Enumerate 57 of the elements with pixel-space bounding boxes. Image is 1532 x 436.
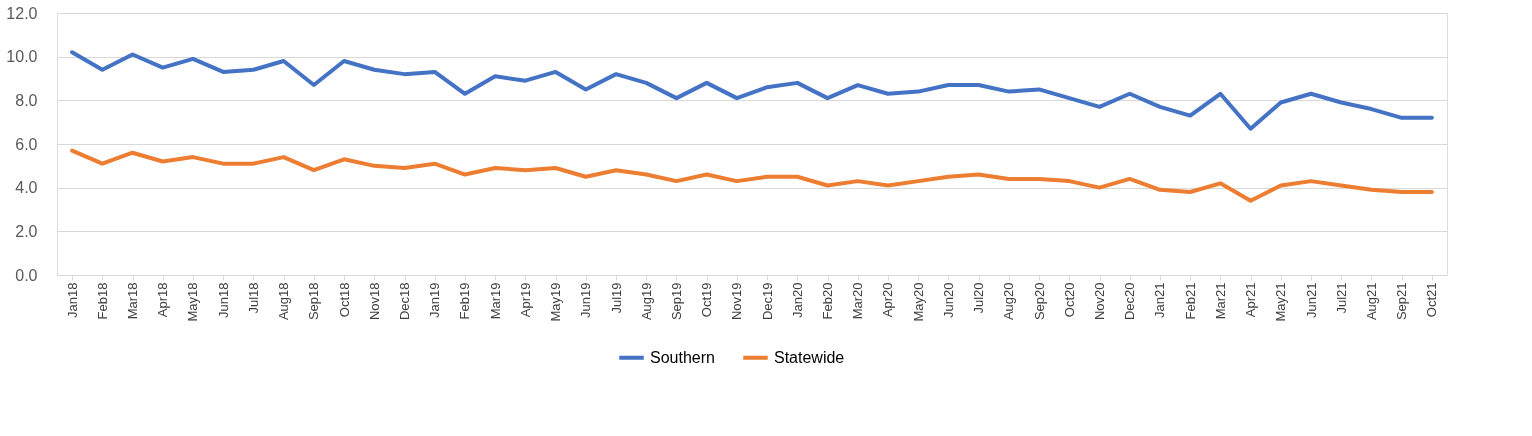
- x-tick-label: Jun18: [215, 282, 231, 318]
- x-tick-label: Apr20: [880, 282, 896, 318]
- y-tick-label: 12.0: [6, 4, 38, 22]
- x-tick-label: Mar20: [850, 282, 866, 320]
- x-tick-label: Sep20: [1031, 282, 1047, 321]
- x-tick-label: Dec20: [1122, 282, 1138, 321]
- x-tick-label: Feb20: [820, 282, 836, 320]
- x-tick-label: Nov19: [729, 282, 745, 321]
- x-tick-label: Dec18: [397, 282, 412, 321]
- x-tick-label: Jan18: [64, 282, 80, 318]
- x-tick-label: Jun20: [940, 282, 956, 318]
- x-tick-label: Feb19: [457, 282, 473, 320]
- x-tick-label: Nov18: [366, 282, 382, 321]
- x-tick-label: Jul18: [245, 282, 261, 314]
- x-tick-label: Mar18: [125, 282, 141, 320]
- x-tick-label: Oct19: [699, 282, 715, 318]
- x-tick-label: Dec19: [759, 282, 775, 321]
- x-tick-label: Jul21: [1333, 282, 1349, 314]
- x-tick-label: Aug19: [638, 282, 654, 321]
- x-tick-label: Apr19: [517, 282, 533, 318]
- line-series: [70, 50, 1434, 131]
- x-tick-label: Oct20: [1061, 282, 1077, 318]
- legend-label: Statewide: [774, 348, 845, 366]
- x-tick-label: Jul19: [608, 282, 624, 314]
- line-series: [70, 148, 1434, 203]
- x-tick-label: Jan21: [1152, 282, 1168, 318]
- x-tick-label: Nov20: [1092, 282, 1107, 321]
- y-tick-label: 0.0: [15, 266, 38, 284]
- y-tick-label: 2.0: [15, 222, 38, 240]
- x-tick-label: Oct21: [1424, 282, 1440, 318]
- y-tick-label: 4.0: [15, 179, 38, 197]
- x-tick-label: May21: [1273, 282, 1289, 322]
- x-tick-label: Feb21: [1182, 282, 1198, 320]
- x-tick-label: May20: [910, 282, 926, 322]
- x-tick-label: Mar21: [1212, 282, 1228, 320]
- x-tick-label: Jun19: [578, 282, 594, 318]
- x-tick-label: Aug18: [276, 282, 292, 321]
- x-tick-label: Aug20: [1001, 282, 1017, 321]
- x-tick-label: Feb18: [94, 282, 110, 320]
- x-tick-label: Oct18: [336, 282, 352, 318]
- y-tick-label: 6.0: [15, 135, 38, 153]
- x-tick-label: May18: [185, 282, 201, 322]
- x-tick-label: Sep18: [306, 282, 322, 321]
- x-tick-label: Apr18: [155, 282, 171, 318]
- x-tick-label: Jan19: [427, 282, 443, 318]
- y-tick-label: 8.0: [15, 91, 38, 109]
- x-tick-label: Mar19: [487, 282, 503, 320]
- x-tick-label: May19: [548, 282, 564, 322]
- x-tick-label: Jul20: [971, 282, 987, 314]
- x-tick-label: Jun21: [1303, 282, 1319, 318]
- x-tick-label: Sep19: [668, 282, 684, 321]
- legend-label: Southern: [650, 348, 715, 366]
- x-tick-label: Aug21: [1363, 282, 1379, 321]
- y-tick-label: 10.0: [6, 48, 38, 66]
- x-tick-label: Sep21: [1394, 282, 1410, 321]
- x-tick-label: Jan20: [789, 282, 805, 318]
- x-tick-label: Apr21: [1243, 282, 1259, 318]
